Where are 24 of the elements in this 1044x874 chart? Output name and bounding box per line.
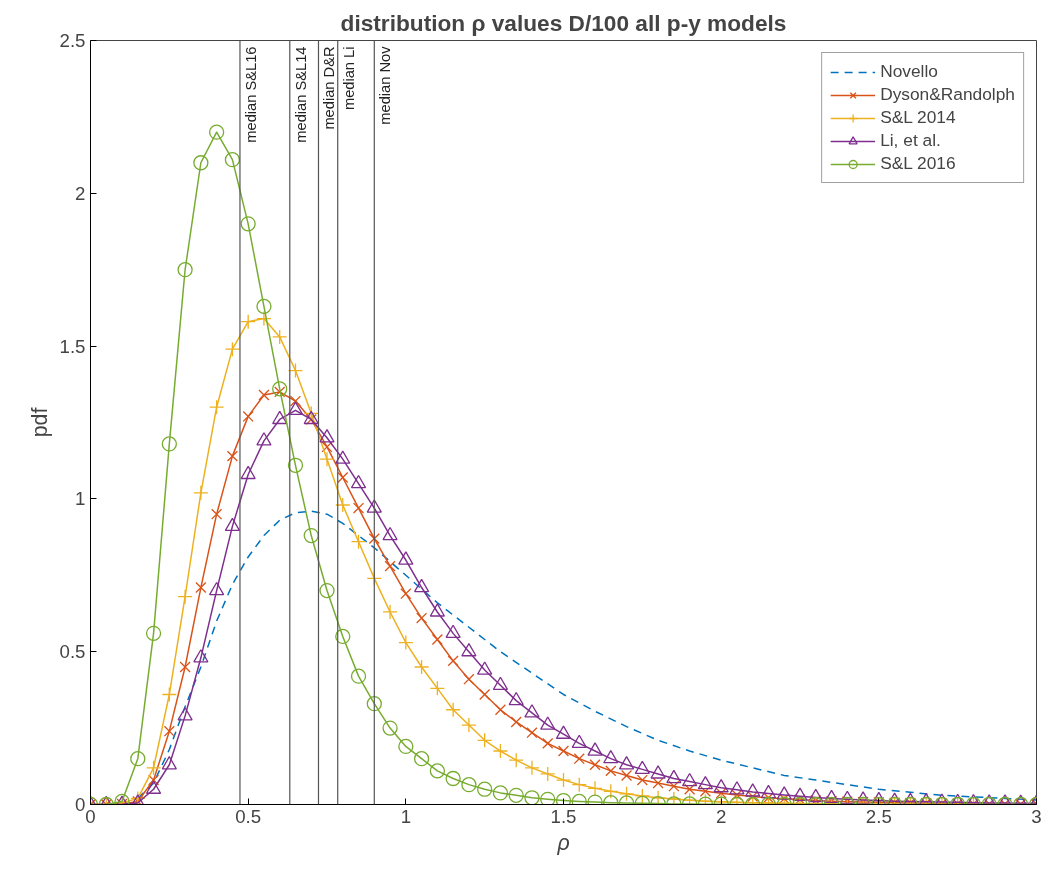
ref-line-label: median Li: [340, 46, 357, 111]
y-tick-label: 2: [75, 182, 86, 204]
x-tick-label: 3: [1031, 805, 1042, 827]
legend-label: S&L 2016: [880, 153, 956, 174]
ref-line-label: median Nov: [377, 45, 394, 125]
legend-label: Li, et al.: [880, 130, 941, 151]
x-tick-label: 1: [400, 805, 412, 827]
legend-label: S&L 2014: [880, 107, 956, 128]
x-tick-label: 2.5: [865, 805, 892, 827]
y-tick-label: 0.5: [59, 641, 86, 663]
x-axis-title: ρ: [556, 830, 570, 855]
chart-title: distribution ρ values D/100 all p-y models: [340, 9, 787, 36]
y-axis-title: pdf: [27, 407, 52, 438]
legend-label: Dyson&Randolph: [880, 84, 1015, 105]
y-tick-label: 1: [75, 488, 86, 510]
x-tick-label: 2: [715, 805, 727, 827]
y-tick-label: 1.5: [59, 335, 86, 357]
x-tick-label: 1.5: [550, 805, 577, 827]
ref-line-label: median S&L16: [242, 46, 259, 143]
ref-line-label: median D&R: [321, 46, 338, 130]
legend-label: Novello: [880, 61, 938, 82]
ref-line-label: median S&L14: [292, 46, 309, 143]
y-tick-label: 2.5: [59, 30, 86, 51]
x-tick-label: 0.5: [235, 805, 262, 827]
